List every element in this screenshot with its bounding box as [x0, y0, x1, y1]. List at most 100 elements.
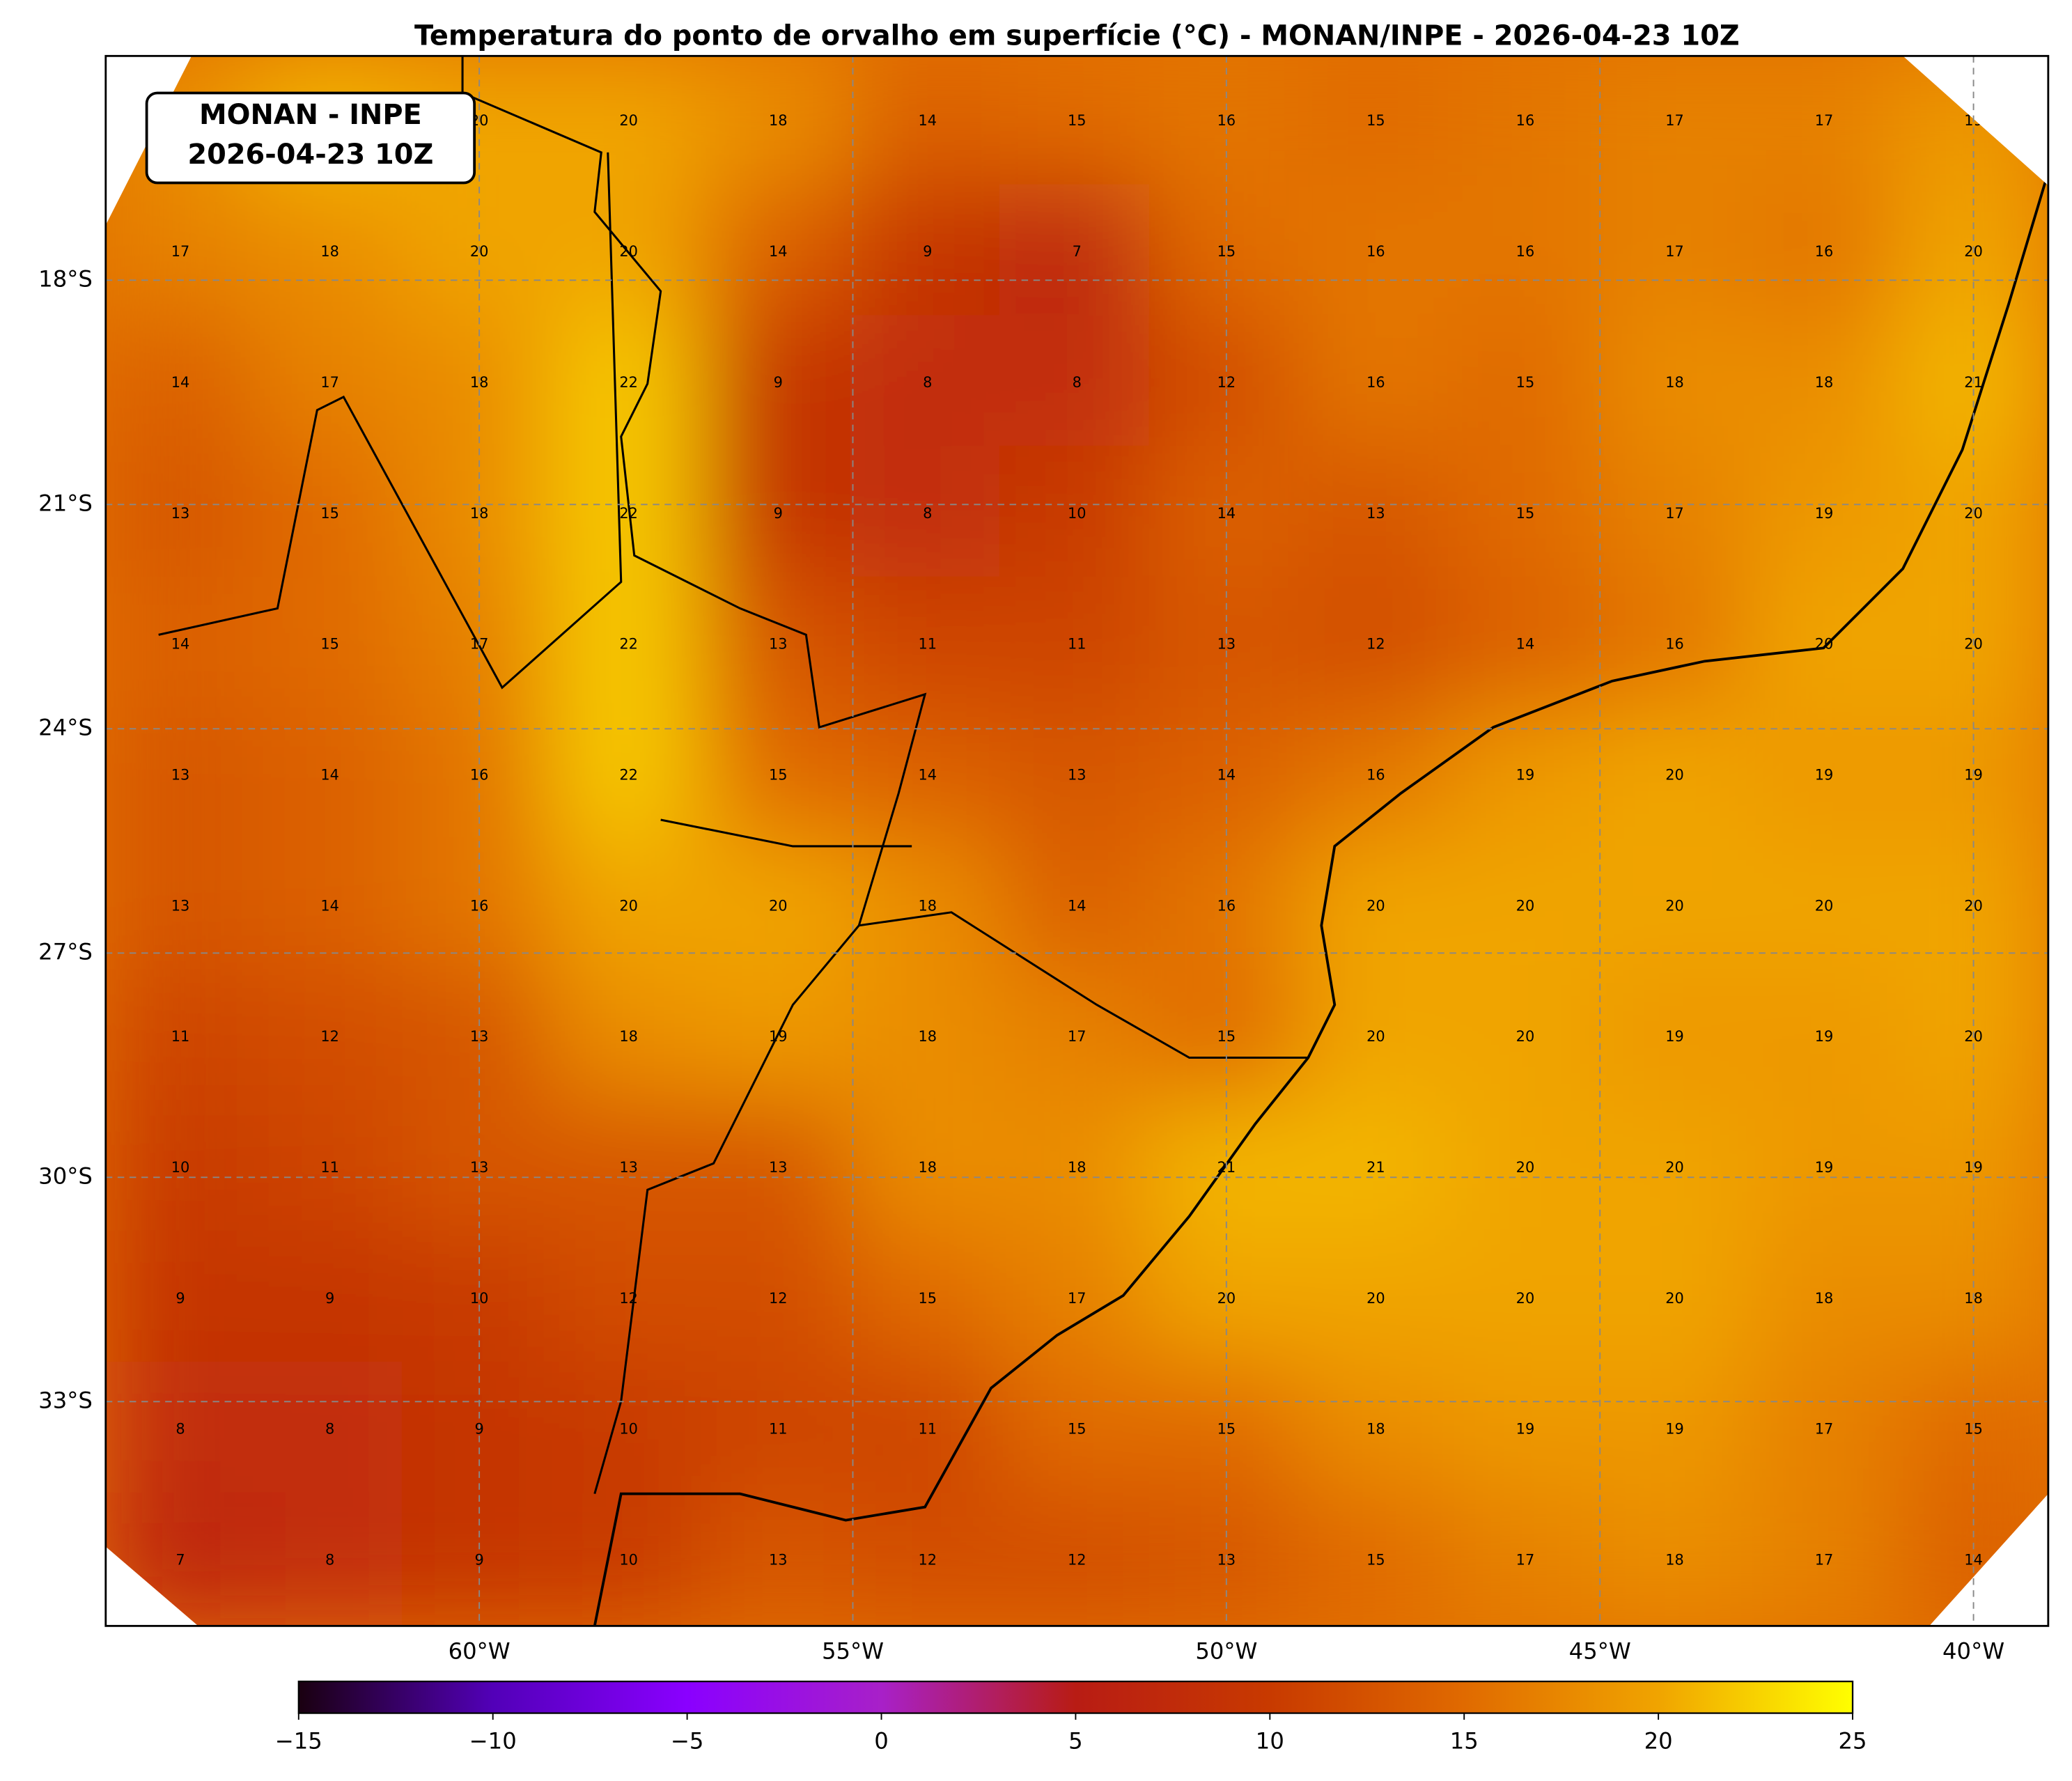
y-tick-label: 33°S — [38, 1387, 93, 1413]
value-label: 15 — [919, 1290, 937, 1307]
value-label: 9 — [774, 374, 783, 391]
value-label: 16 — [470, 897, 489, 914]
value-label: 18 — [619, 1028, 638, 1045]
field-cell — [551, 1492, 706, 1626]
field-cell — [252, 838, 407, 974]
field-cell — [1298, 446, 1454, 582]
value-label: 11 — [769, 1421, 788, 1438]
field-cell — [701, 1361, 856, 1498]
field-cell — [1298, 1100, 1454, 1236]
value-label: 8 — [176, 1421, 185, 1438]
value-label: 14 — [1964, 1551, 1983, 1568]
field-cell — [105, 707, 258, 844]
value-label: 16 — [1366, 374, 1385, 391]
field-cell — [1746, 1492, 1902, 1626]
value-label: 20 — [1964, 505, 1983, 522]
field-cell — [850, 969, 1005, 1105]
x-tick-label: 45°W — [1569, 1638, 1631, 1664]
value-label: 12 — [769, 1290, 788, 1307]
colorbar-tick-label: 10 — [1256, 1727, 1284, 1754]
field-cell — [105, 315, 258, 451]
value-label: 16 — [1217, 897, 1236, 914]
field-cell — [1746, 1361, 1902, 1498]
field-cell — [999, 56, 1155, 189]
value-label: 9 — [923, 243, 932, 260]
value-label: 20 — [1665, 766, 1684, 783]
value-label: 18 — [1815, 1290, 1834, 1307]
field-cell — [1896, 1100, 2048, 1236]
value-label: 9 — [774, 505, 783, 522]
value-label: 20 — [1815, 636, 1834, 653]
value-label: 19 — [1964, 766, 1983, 783]
value-label: 16 — [1815, 243, 1834, 260]
field-cell — [1746, 707, 1902, 844]
field-cell — [1597, 969, 1752, 1105]
value-label: 16 — [1516, 112, 1535, 129]
value-label: 19 — [1815, 505, 1834, 522]
value-label: 15 — [1366, 1551, 1385, 1568]
field-cell — [850, 315, 1005, 451]
value-label: 15 — [1964, 1421, 1983, 1438]
value-label: 15 — [1516, 374, 1535, 391]
field-cell — [105, 576, 258, 713]
value-label: 13 — [769, 636, 788, 653]
field-cell — [1746, 1231, 1902, 1367]
field-cell — [999, 315, 1155, 451]
field-cell — [1597, 315, 1752, 451]
value-label: 20 — [619, 112, 638, 129]
field-cell — [551, 576, 706, 713]
value-label: 14 — [769, 243, 788, 260]
field-cell — [999, 446, 1155, 582]
field-cell — [1447, 446, 1603, 582]
field-cell — [551, 707, 706, 844]
value-label: 16 — [1665, 636, 1684, 653]
value-label: 20 — [619, 897, 638, 914]
value-label: 19 — [1516, 1421, 1535, 1438]
value-label: 20 — [470, 243, 489, 260]
field-cell — [252, 315, 407, 451]
value-label: 11 — [1068, 636, 1086, 653]
field-cell — [1746, 184, 1902, 320]
value-label: 18 — [1964, 1290, 1983, 1307]
value-label: 11 — [919, 1421, 937, 1438]
value-label: 10 — [171, 1159, 190, 1176]
field-cell — [1597, 56, 1752, 189]
value-label: 15 — [1217, 1028, 1236, 1045]
value-label: 20 — [619, 243, 638, 260]
value-label: 8 — [325, 1421, 334, 1438]
value-label: 7 — [1073, 243, 1082, 260]
value-label: 12 — [320, 1028, 339, 1045]
field-cell — [1298, 184, 1454, 320]
value-label: 17 — [1665, 505, 1684, 522]
colorbar-tick-label: −10 — [469, 1727, 517, 1754]
field-cell — [1447, 315, 1603, 451]
field-cell — [1896, 1361, 2048, 1498]
value-label: 12 — [1366, 636, 1385, 653]
value-label: 17 — [470, 636, 489, 653]
field-cell — [701, 1100, 856, 1236]
x-tick-label: 50°W — [1195, 1638, 1257, 1664]
field-cell — [850, 56, 1005, 189]
field-cell — [1597, 184, 1752, 320]
value-label: 15 — [1217, 243, 1236, 260]
value-label: 13 — [769, 1551, 788, 1568]
value-label: 13 — [619, 1159, 638, 1176]
value-label: 17 — [1516, 1551, 1535, 1568]
field-cell — [551, 1361, 706, 1498]
field-cell — [105, 1231, 258, 1367]
field-cell — [1746, 446, 1902, 582]
value-label: 18 — [919, 1028, 937, 1045]
field-cell — [551, 1100, 706, 1236]
colorbar-tick-label: 5 — [1068, 1727, 1083, 1754]
field-cell — [850, 1361, 1005, 1498]
field-cell — [1746, 576, 1902, 713]
value-label: 20 — [1964, 1028, 1983, 1045]
colorbar-tick-label: 25 — [1839, 1727, 1867, 1754]
y-tick-label: 27°S — [38, 938, 93, 965]
value-label: 19 — [1964, 1159, 1983, 1176]
field-cell — [1746, 1100, 1902, 1236]
value-label: 19 — [1665, 1421, 1684, 1438]
field-cell — [701, 446, 856, 582]
value-label: 17 — [1665, 112, 1684, 129]
